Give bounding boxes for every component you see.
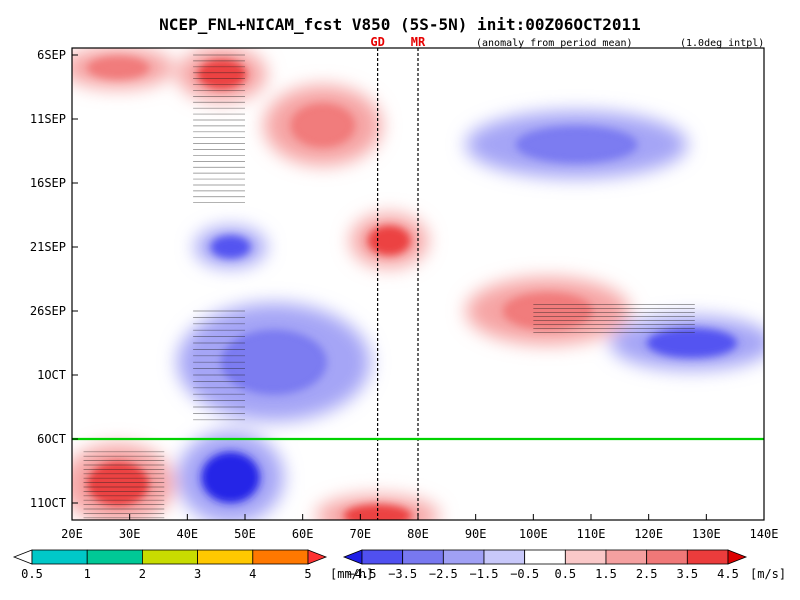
wind-legend-label: −2.5 [429,567,458,581]
anomaly-core-12 [646,328,738,358]
precip-legend-swatch [12,549,33,565]
precip-legend-label: 0.5 [21,567,43,581]
wind-legend-label: 4.5 [717,567,739,581]
precip-legend-swatch [307,549,328,565]
anomaly-core-3 [290,103,356,148]
precip-legend-swatch [252,549,309,565]
chart-subtitle-left: (anomaly from period mean) [476,38,633,49]
anomaly-core-9 [210,235,251,259]
x-tick-label: 60E [292,527,314,541]
x-tick-label: 30E [119,527,141,541]
precip-legend-label: 3 [194,567,201,581]
plot-area [72,48,764,520]
wind-legend-swatch [646,549,688,565]
reference-label-gd: GD [370,35,384,49]
x-tick-label: 70E [349,527,371,541]
wind-legend-label: 3.5 [676,567,698,581]
wind-legend-swatch [564,549,607,565]
reference-label-mr: MR [411,35,426,49]
wind-legend-swatch [402,549,444,565]
x-tick-label: 120E [634,527,663,541]
precip-legend-label: 4 [249,567,256,581]
wind-legend-label: 1.5 [595,567,617,581]
wind-legend-label: 2.5 [636,567,658,581]
anomaly-core-11 [201,451,260,503]
precip-legend-label: 1 [84,567,91,581]
wind-legend-swatch [361,549,404,565]
precip-legend-swatch [197,549,254,565]
x-tick-label: 40E [176,527,198,541]
y-tick-label: 11OCT [30,496,66,510]
wind-legend-swatch [686,549,729,565]
anomaly-cores [87,56,738,520]
wind-legend-label: 0.5 [554,567,576,581]
wind-legend-label: −1.5 [470,567,499,581]
precip-legend-swatch [86,549,143,565]
precip-legend-label: 5 [304,567,311,581]
wind-legend-label: −4.5 [348,567,377,581]
x-tick-label: 140E [750,527,779,541]
anomaly-core-2 [87,56,150,80]
x-tick-label: 130E [692,527,721,541]
wind-legend-label: −3.5 [388,567,417,581]
y-tick-label: 1OCT [37,368,66,382]
contour-hatching [83,54,695,519]
x-axis: 20E 30E 40E 50E 60E 70E 80E 90E 100E 110E 120E 130E… [61,514,778,541]
x-tick-label: 80E [407,527,429,541]
wind-legend-label: −0.5 [510,567,539,581]
reference-lines [377,48,419,520]
y-axis: 6SEP 11SEP 16SEP 21SEP 26SEP 1OCT 6OCT 11OCT [30,48,78,510]
y-tick-label: 16SEP [30,176,66,190]
wind-legend-swatch [605,549,648,565]
wind-legend-unit: [m/s] [750,567,786,581]
wind-legend: −4.5 −3.5 −2.5 −1.5 −0.5 0.5 1.5 2.5 3.5 4.5 [m/s] [342,549,786,581]
anomaly-core-6 [87,461,150,506]
y-tick-label: 6OCT [37,432,66,446]
anomaly-core-8 [515,126,638,164]
wind-legend-swatch [342,549,363,565]
y-tick-label: 11SEP [30,112,66,126]
precip-legend-swatch [141,549,198,565]
reference-labels: GD MR [370,35,426,49]
wind-legend-swatch [442,549,485,565]
anomaly-core-5 [502,292,593,330]
precip-legend-label: 2 [139,567,146,581]
x-tick-label: 110E [577,527,606,541]
x-tick-label: 100E [519,527,548,541]
y-tick-label: 26SEP [30,304,66,318]
x-tick-label: 20E [61,527,83,541]
y-tick-label: 21SEP [30,240,66,254]
precip-legend-unit: [mm/h] [330,567,373,581]
y-tick-label: 6SEP [37,48,66,62]
precip-legend: 0.5 1 2 3 4 5 [mm/h] [12,549,373,581]
wind-legend-swatch [524,549,566,565]
precip-legend-swatch [31,549,88,565]
anomaly-core-10 [220,329,327,395]
x-tick-label: 90E [465,527,487,541]
anomaly-core-4 [367,225,411,256]
chart-subtitle-right: (1.0deg intpl) [680,38,764,49]
x-tick-label: 50E [234,527,256,541]
chart-title: NCEP_FNL+NICAM_fcst V850 (5S-5N) init:00… [159,15,641,34]
wind-legend-swatch [483,549,526,565]
wind-legend-swatch [727,549,748,565]
